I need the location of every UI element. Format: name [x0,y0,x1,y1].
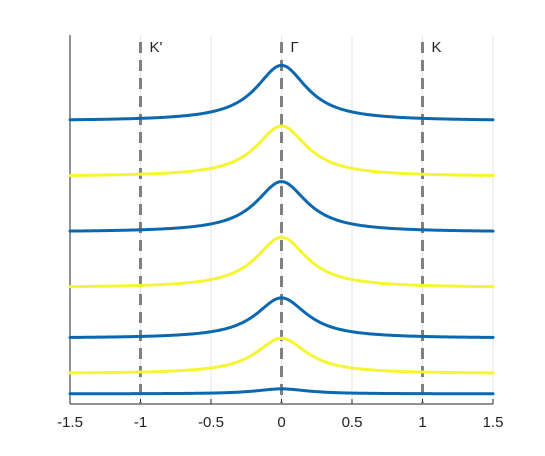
x-tick-labels: -1.5 -1 -0.5 0 0.5 1 1.5 [57,414,503,431]
x-tick-label-3: 0 [277,414,285,431]
x-tick-label-6: 1.5 [483,414,504,431]
series-line-3 [68,235,495,289]
series-line-1 [68,336,495,375]
x-tick-label-2: -0.5 [198,414,224,431]
x-tick-label-4: 0.5 [342,414,363,431]
vertical-markers: K' Γ K [139,39,442,404]
x-tick-label-1: -1 [134,414,147,431]
series-line-4 [68,180,495,233]
series-group [68,63,495,396]
marker-label-2: K [432,39,442,56]
series-line-0 [68,387,495,396]
x-tick-label-0: -1.5 [57,414,83,431]
series-line-2 [68,296,495,339]
series-line-5 [68,124,495,177]
marker-label-0: K' [150,39,163,56]
marker-label-1: Γ [291,39,299,56]
x-tick-label-5: 1 [418,414,426,431]
series-line-6 [68,63,495,122]
grid-lines [140,35,494,404]
